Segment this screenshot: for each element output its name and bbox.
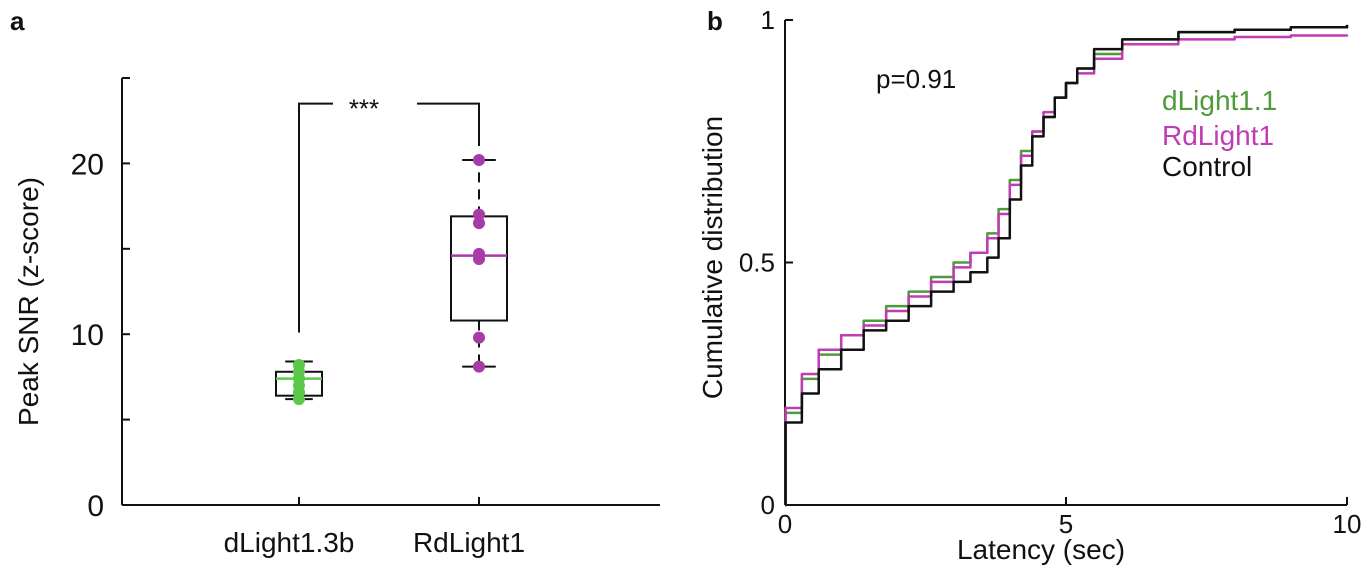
y-axis-label: Peak SNR (z-score) bbox=[13, 177, 44, 426]
data-point bbox=[473, 153, 485, 166]
legend-entry: dLight1.1 bbox=[1162, 85, 1277, 116]
panel-a-chart: a 0 10 20 Peak SNR (z-score) dLight1.3b RdLigh… bbox=[10, 6, 660, 558]
significance-bracket-left bbox=[298, 102, 333, 333]
data-point bbox=[473, 247, 485, 260]
y-tick-label: 20 bbox=[71, 148, 104, 181]
y-axis-label: Cumulative distribution bbox=[697, 116, 728, 399]
y-tick-label: 0.5 bbox=[739, 248, 775, 278]
data-point bbox=[473, 217, 485, 230]
data-point bbox=[473, 208, 485, 221]
legend-entry: Control bbox=[1162, 151, 1252, 182]
y-tick-label: 0 bbox=[87, 490, 104, 523]
category-label: dLight1.3b bbox=[224, 527, 355, 558]
y-tick-label: 1 bbox=[761, 5, 775, 35]
x-tick-label: 10 bbox=[1333, 509, 1362, 539]
legend-entry: RdLight1 bbox=[1162, 120, 1274, 151]
x-axis-label: Latency (sec) bbox=[957, 534, 1125, 565]
significance-stars: *** bbox=[349, 94, 379, 124]
y-tick-label: 10 bbox=[71, 319, 104, 352]
x-tick-label: 0 bbox=[778, 509, 792, 539]
panel-a-letter: a bbox=[10, 6, 25, 36]
panel-b-letter: b bbox=[707, 6, 723, 36]
data-point bbox=[293, 358, 305, 371]
data-point bbox=[473, 360, 485, 373]
x-tick-label: 5 bbox=[1059, 509, 1073, 539]
y-tick-label: 0 bbox=[761, 490, 775, 520]
p-value-annotation: p=0.91 bbox=[876, 64, 956, 94]
series-line-control bbox=[784, 24, 1349, 507]
data-point bbox=[473, 331, 485, 344]
category-label: RdLight1 bbox=[413, 527, 525, 558]
significance-bracket-right bbox=[417, 102, 480, 146]
